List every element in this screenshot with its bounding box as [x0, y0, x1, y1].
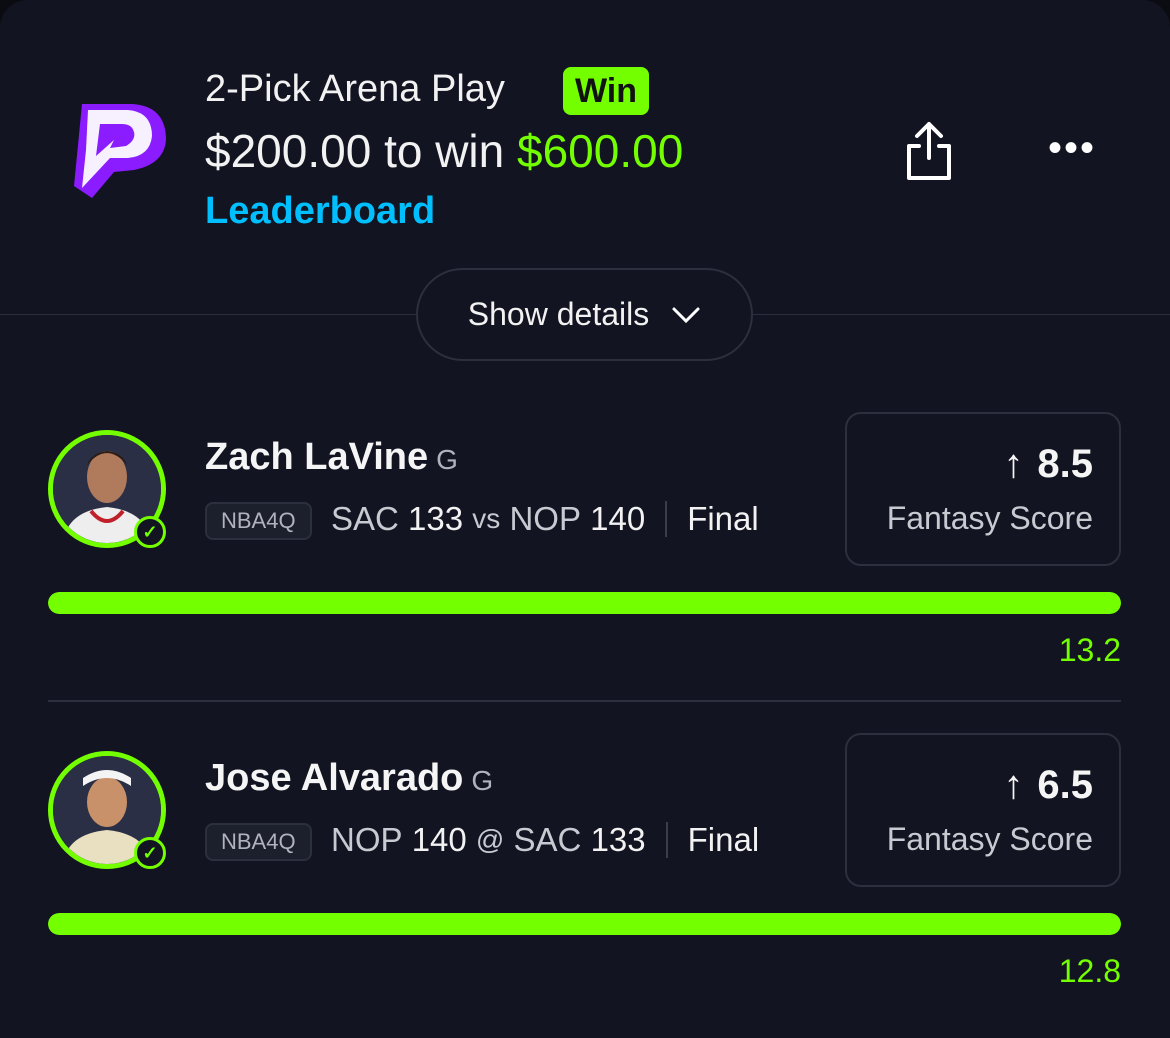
actual-score: 12.8	[1058, 953, 1121, 989]
prizepicks-logo	[74, 104, 166, 198]
player-name-text: Jose Alvarado	[205, 757, 464, 799]
chevron-down-icon	[672, 307, 700, 323]
projection-box: ↑ 6.5 Fantasy Score	[845, 733, 1121, 887]
row-divider	[48, 700, 1121, 702]
share-icon[interactable]	[903, 120, 955, 182]
score1: 140	[411, 821, 467, 858]
status-badge: Win	[563, 67, 650, 115]
game-info: NOP 140 @ SAC 133 Final	[331, 821, 759, 859]
arrow-up-icon: ↑	[1003, 442, 1024, 486]
progress-bar	[48, 913, 1121, 935]
game-status: Final	[687, 500, 759, 537]
payout: $600.00	[517, 125, 684, 177]
entry-amount: $200.00 to win $600.00	[205, 124, 683, 178]
player-position: G	[471, 765, 494, 796]
entry-title: 2-Pick Arena Play	[205, 68, 505, 110]
score2: 140	[590, 500, 646, 537]
pick-row[interactable]: ✓ Jose Alvarado G NBA4Q NOP 140 @ SAC 133…	[0, 733, 1170, 1023]
to-win-label: to win	[384, 125, 505, 177]
progress-bar	[48, 592, 1121, 614]
league-badge: NBA4Q	[205, 823, 312, 861]
line-value: 8.5	[1037, 442, 1093, 486]
team1: SAC	[331, 500, 399, 537]
progress-fill	[48, 592, 1121, 614]
player-avatar	[48, 751, 166, 869]
league-badge: NBA4Q	[205, 502, 312, 540]
progress-fill	[48, 913, 1121, 935]
player-name-text: Zach LaVine	[205, 436, 429, 478]
player-name: Zach LaVine G	[205, 436, 458, 479]
actual-score: 13.2	[1058, 632, 1121, 668]
player-name: Jose Alvarado G	[205, 757, 493, 800]
hit-check-icon: ✓	[134, 837, 166, 869]
separator	[665, 822, 668, 858]
team1: NOP	[331, 821, 403, 858]
arrow-up-icon: ↑	[1003, 763, 1024, 807]
score2: 133	[590, 821, 646, 858]
show-details-button[interactable]: Show details	[416, 268, 753, 361]
show-details-label: Show details	[467, 296, 650, 332]
projection-line: ↑ 8.5	[1003, 442, 1093, 487]
separator	[665, 501, 668, 537]
stat-type: Fantasy Score	[886, 821, 1093, 857]
line-value: 6.5	[1037, 763, 1093, 807]
pick-row[interactable]: ✓ Zach LaVine G NBA4Q SAC 133 vs NOP 140 …	[0, 412, 1170, 702]
team2: NOP	[509, 500, 581, 537]
team2: SAC	[513, 821, 582, 858]
score1: 133	[408, 500, 464, 537]
game-status: Final	[687, 821, 760, 858]
hit-check-icon: ✓	[134, 516, 166, 548]
more-options-icon[interactable]: •••	[1048, 126, 1097, 170]
entry-fee: $200.00	[205, 125, 372, 177]
leaderboard-link[interactable]: Leaderboard	[205, 190, 436, 232]
projection-box: ↑ 8.5 Fantasy Score	[845, 412, 1121, 566]
game-info: SAC 133 vs NOP 140 Final	[331, 500, 759, 538]
stat-type: Fantasy Score	[886, 500, 1093, 536]
connector: @	[475, 824, 505, 855]
connector: vs	[472, 503, 501, 534]
projection-line: ↑ 6.5	[1003, 763, 1093, 808]
player-position: G	[436, 444, 458, 475]
